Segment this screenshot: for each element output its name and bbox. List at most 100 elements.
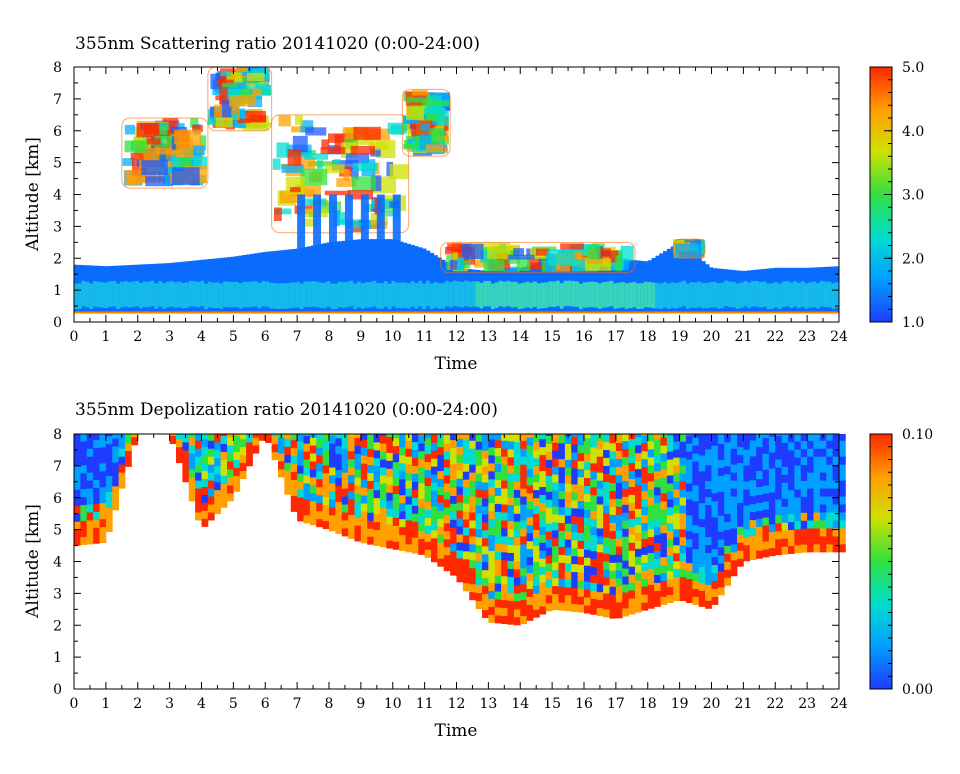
depol-cell: [712, 597, 719, 605]
bl-cell: [342, 282, 346, 308]
depol-cell: [112, 434, 119, 439]
depol-cell: [406, 536, 413, 544]
depol-cell: [329, 507, 336, 515]
depol-cell: [546, 523, 553, 531]
depol-cell: [80, 489, 87, 497]
depol-cell: [597, 600, 604, 608]
depol-cell: [227, 477, 234, 485]
depol-cell: [93, 480, 100, 488]
depol-cell: [667, 499, 674, 507]
depol-cell: [635, 588, 642, 596]
depol-cell: [495, 543, 502, 551]
depol-cell: [603, 474, 610, 482]
depol-cell: [469, 512, 476, 520]
depol-cell: [610, 459, 617, 467]
depol-cell: [680, 457, 687, 465]
depol-cell: [775, 483, 782, 491]
depol-cell: [552, 570, 559, 578]
depol-cell: [444, 531, 451, 539]
depol-cell: [629, 455, 636, 463]
depol-cell: [590, 583, 597, 591]
depol-cell: [508, 505, 515, 513]
depol-cell: [412, 474, 419, 482]
depol-cell: [476, 473, 483, 481]
depol-cell: [648, 473, 655, 481]
x-tick-label: 12: [448, 696, 466, 712]
depol-cell: [654, 591, 661, 599]
depol-cell: [106, 444, 113, 452]
depol-cell: [699, 463, 706, 471]
depol-cell: [705, 600, 712, 608]
depol-cell: [476, 457, 483, 465]
bl-cell: [671, 282, 675, 308]
chart-title: 355nm Depolization ratio 20141020 (0:00-…: [75, 400, 498, 420]
depol-cell: [686, 587, 693, 595]
depol-cell: [794, 505, 801, 513]
depol-cell: [546, 507, 553, 515]
depol-cell: [648, 576, 655, 584]
depol-cell: [667, 555, 674, 563]
depol-cell: [316, 503, 323, 511]
depol-cell: [552, 434, 559, 442]
depol-cell: [444, 563, 451, 571]
depol-cell: [450, 535, 457, 543]
depol-cell: [788, 442, 795, 450]
depol-cell: [514, 497, 521, 505]
depol-cell: [74, 450, 81, 458]
depol-cell: [508, 497, 515, 505]
depol-cell: [310, 485, 317, 493]
depol-cell: [488, 614, 495, 622]
bl-cell: [655, 283, 659, 309]
depol-cell: [622, 489, 629, 497]
depol-cell: [342, 448, 349, 456]
depol-cell: [667, 443, 674, 451]
depol-cell: [482, 506, 489, 514]
depol-cell: [597, 528, 604, 536]
depol-cell: [253, 445, 260, 453]
depol-cell: [635, 540, 642, 548]
depol-cell: [291, 496, 298, 504]
depol-cell: [482, 522, 489, 530]
depol-cell: [629, 518, 636, 526]
bl-cell: [242, 282, 246, 308]
bl-cell: [170, 281, 174, 307]
depol-cell: [769, 460, 776, 468]
bl-cell: [411, 281, 415, 307]
depol-cell: [539, 518, 546, 526]
bl-cell: [391, 281, 395, 307]
depol-cell: [603, 593, 610, 601]
depol-cell: [195, 504, 202, 512]
depol-cell: [533, 562, 540, 570]
depol-cell: [635, 548, 642, 556]
depol-cell: [673, 497, 680, 505]
depol-cell: [119, 472, 126, 480]
depol-cell: [775, 507, 782, 515]
depol-cell: [839, 504, 846, 512]
depol-cell: [202, 487, 209, 495]
depol-cell: [763, 477, 770, 485]
depol-cell: [629, 590, 636, 598]
depol-cell: [80, 529, 87, 537]
bl-cell: [816, 283, 820, 309]
depol-cell: [559, 586, 566, 594]
depol-cell: [431, 466, 438, 474]
depol-cell: [412, 489, 419, 497]
depol-cell: [673, 513, 680, 521]
depol-cell: [763, 501, 770, 509]
depol-cell: [571, 604, 578, 612]
depol-cell: [565, 579, 572, 587]
depol-cell: [597, 520, 604, 528]
depol-cell: [469, 472, 476, 480]
depol-cell: [227, 445, 234, 453]
depol-cell: [743, 545, 750, 553]
cloud-cell: [141, 160, 167, 175]
depol-cell: [74, 481, 81, 489]
depol-cell: [304, 515, 311, 523]
depol-cell: [195, 512, 202, 520]
depol-cell: [692, 517, 699, 525]
bl-cell: [151, 281, 155, 307]
depol-cell: [546, 452, 553, 460]
depol-cell: [571, 596, 578, 604]
depol-cell: [527, 477, 534, 485]
depol-cell: [297, 457, 304, 465]
